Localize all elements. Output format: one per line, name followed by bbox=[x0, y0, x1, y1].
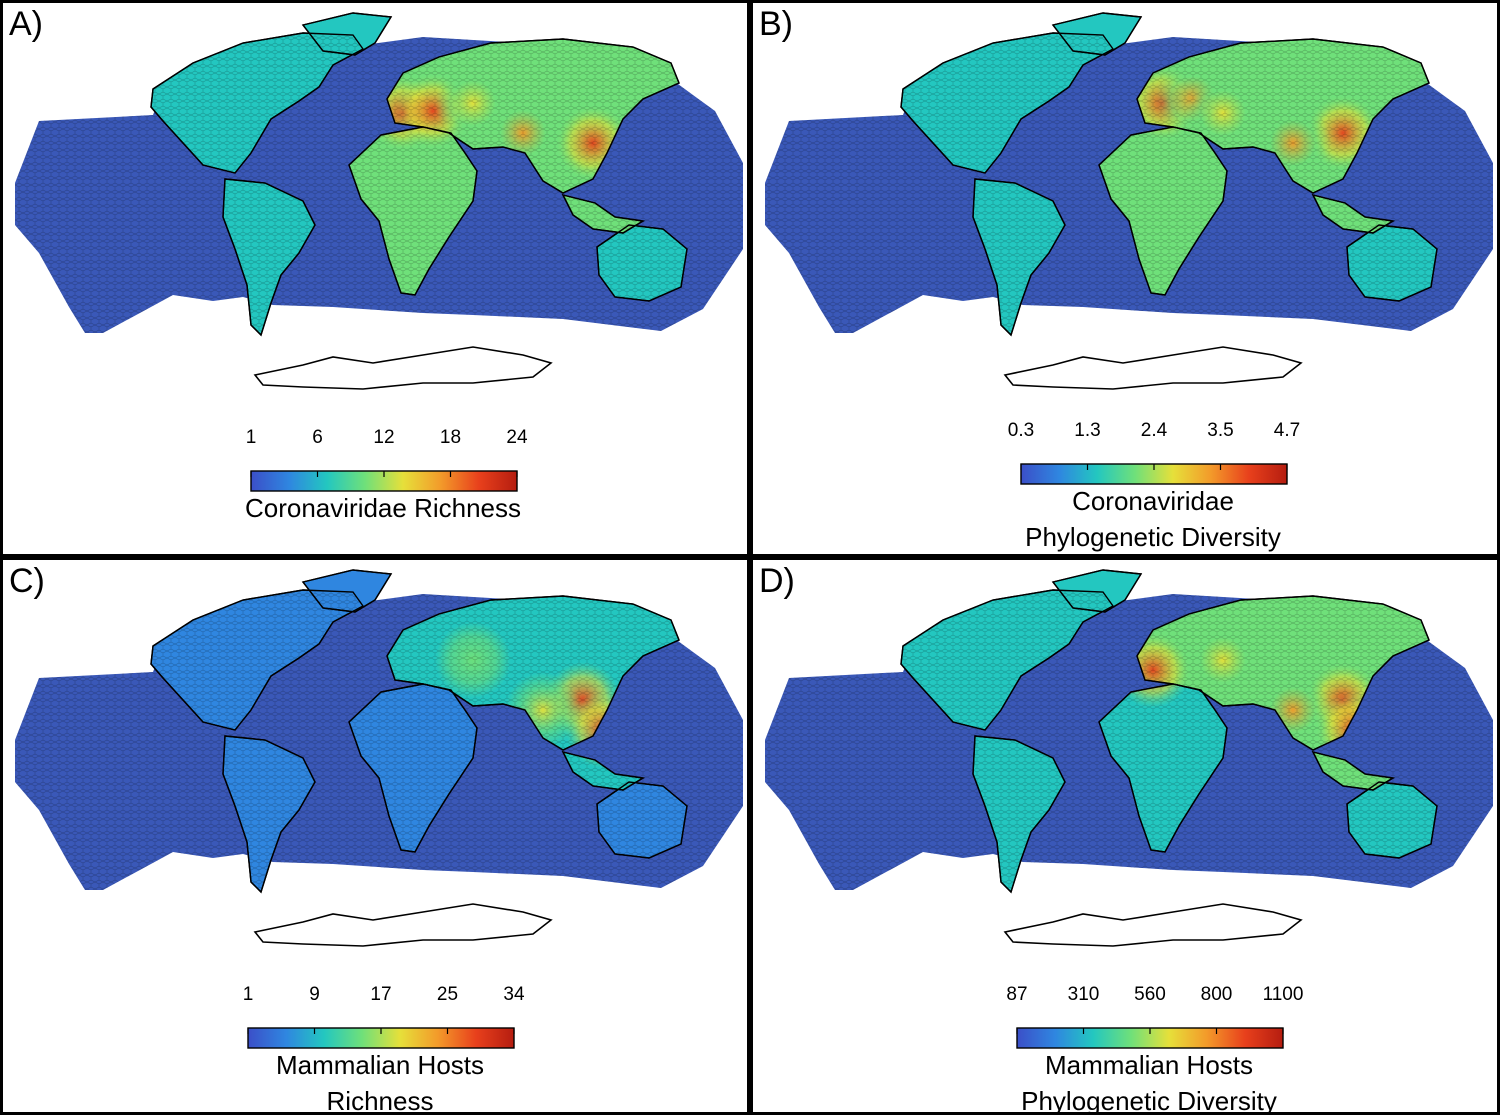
panel-d: D) 87 310 560 800 1100 Mammalian Hosts Phyloge… bbox=[750, 557, 1500, 1115]
legend-title-line: Phylogenetic Diversity bbox=[1021, 1086, 1277, 1115]
panel-label: A) bbox=[9, 5, 43, 43]
antarctica-outline bbox=[253, 346, 553, 390]
legend-title-line: Phylogenetic Diversity bbox=[1025, 522, 1281, 552]
legend-title: Coronaviridae Phylogenetic Diversity bbox=[940, 483, 1366, 554]
colorbar-tick-label: 1100 bbox=[1262, 984, 1304, 1005]
colorbar bbox=[250, 470, 518, 492]
colorbar-tick-label: 2.4 bbox=[1140, 420, 1168, 441]
colorbar-tick-label: 24 bbox=[506, 427, 528, 448]
legend-title: Mammalian Hosts Phylogenetic Diversity bbox=[936, 1047, 1362, 1115]
colorbar-tick-label: 34 bbox=[503, 984, 525, 1005]
map-geometry bbox=[15, 569, 743, 947]
colorbar-tick-label: 9 bbox=[309, 984, 320, 1005]
panel-b: B) 0.3 1.3 2.4 3.5 4.7 Coronaviridae Phylogene… bbox=[750, 0, 1500, 557]
colorbar-tick-label: 4.7 bbox=[1273, 420, 1301, 441]
map-geometry bbox=[15, 12, 743, 390]
colorbar-tick-label: 12 bbox=[373, 427, 395, 448]
panel-label: B) bbox=[759, 5, 793, 43]
map-c bbox=[15, 569, 743, 947]
map-geometry bbox=[765, 12, 1493, 390]
colorbar-tick-label: 87 bbox=[1006, 984, 1028, 1005]
colorbar-tick-label: 560 bbox=[1134, 984, 1166, 1005]
colorbar-tick-label: 0.3 bbox=[1007, 420, 1035, 441]
colorbar bbox=[1016, 1027, 1284, 1049]
antarctica-outline bbox=[1003, 903, 1303, 947]
map-geometry bbox=[765, 569, 1493, 947]
map-d bbox=[765, 569, 1493, 947]
panel-a: A) 1 6 12 18 24 Coronaviridae Richness bbox=[0, 0, 750, 557]
colorbar-tick-label: 6 bbox=[312, 427, 323, 448]
map-b bbox=[765, 12, 1493, 390]
colorbar bbox=[247, 1027, 515, 1049]
colorbar-tick-label: 1 bbox=[245, 427, 257, 448]
legend-title-line: Mammalian Hosts bbox=[1044, 1050, 1254, 1080]
colorbar-tick-label: 3.5 bbox=[1207, 420, 1234, 441]
antarctica-outline bbox=[253, 903, 553, 947]
legend-title-line: Mammalian Hosts bbox=[275, 1050, 485, 1080]
legend-title: Mammalian Hosts Richness bbox=[167, 1047, 593, 1115]
legend-title: Coronaviridae Richness bbox=[170, 490, 596, 526]
colorbar-tick-label: 1.3 bbox=[1074, 420, 1101, 441]
colorbar-tick-label: 1 bbox=[242, 984, 254, 1005]
map-a bbox=[15, 12, 743, 390]
colorbar-tick-label: 25 bbox=[436, 984, 459, 1005]
antarctica-outline bbox=[1003, 346, 1303, 390]
colorbar-tick-label: 18 bbox=[439, 427, 462, 448]
colorbar-tick-label: 17 bbox=[370, 984, 392, 1005]
colorbar bbox=[1020, 463, 1288, 485]
legend-title-line: Coronaviridae bbox=[1072, 486, 1234, 516]
panel-c: C) 1 9 17 25 34 Mammalian Hosts Richness bbox=[0, 557, 750, 1115]
legend-title-line: Richness bbox=[326, 1086, 434, 1115]
panel-label: D) bbox=[759, 562, 795, 600]
colorbar-tick-label: 800 bbox=[1200, 984, 1233, 1005]
panel-label: C) bbox=[9, 562, 45, 600]
legend-title-line: Coronaviridae Richness bbox=[244, 493, 522, 523]
colorbar-tick-label: 310 bbox=[1067, 984, 1100, 1005]
